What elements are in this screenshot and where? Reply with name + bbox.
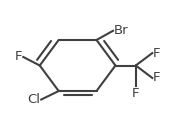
Text: Cl: Cl <box>27 93 40 106</box>
Text: F: F <box>15 50 22 64</box>
Text: F: F <box>153 71 161 84</box>
Text: F: F <box>153 47 161 60</box>
Text: Br: Br <box>114 24 129 37</box>
Text: F: F <box>132 87 139 100</box>
